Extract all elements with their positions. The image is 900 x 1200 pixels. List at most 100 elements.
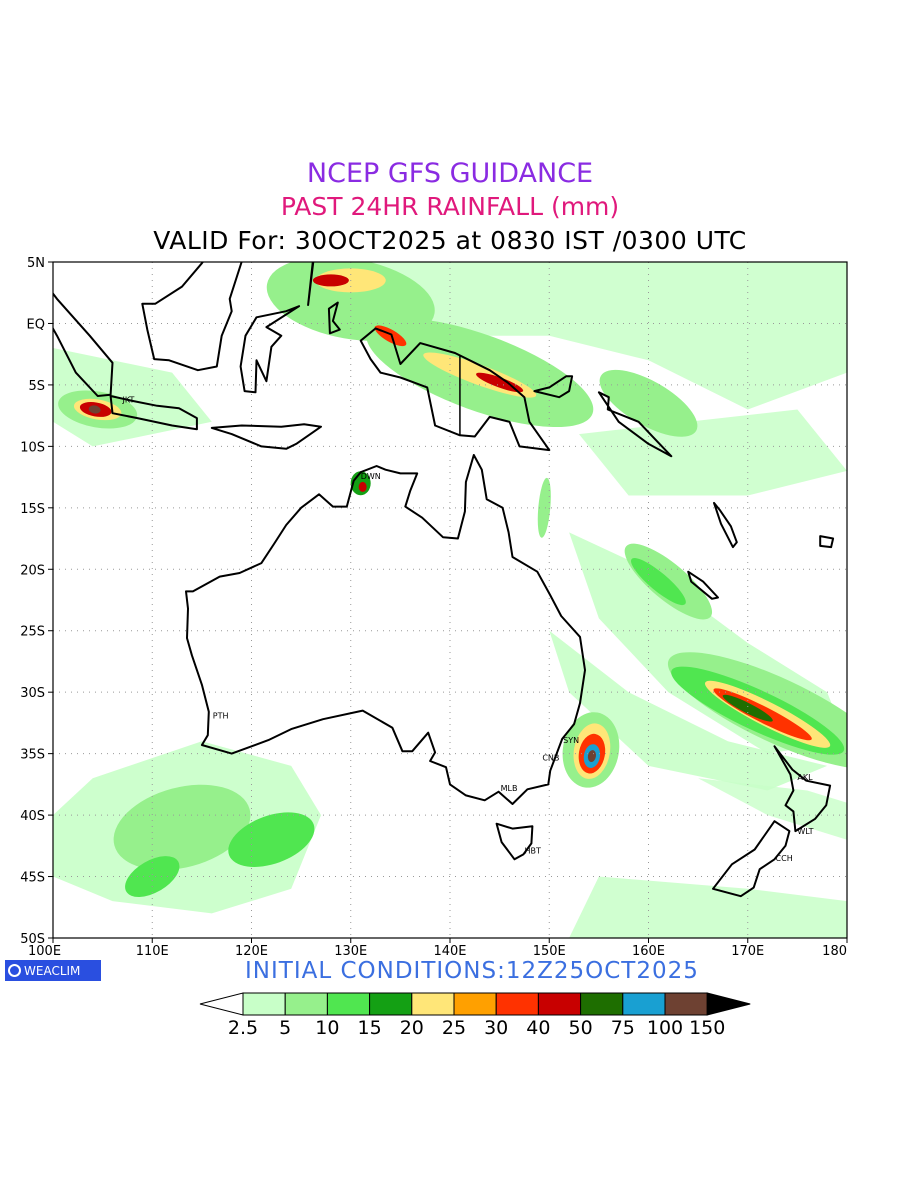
- new-caledonia-coast: [687, 570, 719, 600]
- rain-area-south-tasman: [569, 876, 847, 938]
- rain-halmahera-40: [312, 274, 349, 287]
- lat-tick-label: 15S: [20, 502, 45, 517]
- colorbar-label: 150: [689, 1017, 725, 1039]
- lat-tick-label: 25S: [20, 625, 45, 640]
- station-label-syn: SYN: [563, 736, 579, 745]
- colorbar-box: [284, 992, 328, 1016]
- lat-tick-label: 20S: [20, 563, 45, 578]
- rain-java-100: [88, 405, 101, 414]
- lat-tick-label: 45S: [20, 871, 45, 886]
- colorbar-box: [242, 992, 286, 1016]
- station-label-hbt: HBT: [524, 847, 541, 856]
- rain-southern-ocean-10b: [125, 856, 180, 897]
- rain-southern-ocean-5: [113, 784, 251, 871]
- colorbar-label: 10: [315, 1017, 339, 1039]
- sulawesi-coast: [239, 305, 301, 394]
- station-markers: JKT DWN PTH SYN CNB MLB HBT AKL WLT CCH: [121, 396, 813, 863]
- colorbar-label: 40: [526, 1017, 550, 1039]
- lat-tick-label: 30S: [20, 686, 45, 701]
- lon-tick-label: 120E: [235, 944, 268, 959]
- solomon-islands-coast: [597, 391, 673, 458]
- station-label-pth: PTH: [213, 712, 229, 721]
- lat-tick-label: 35S: [20, 748, 45, 763]
- station-label-cch: CCH: [776, 854, 793, 863]
- lesser-sunda-coast: [210, 423, 322, 450]
- rain-png-40: [476, 372, 524, 393]
- colorbar-box: [369, 992, 413, 1016]
- station-label-cnb: CNB: [542, 753, 559, 762]
- chart-title: NCEP GFS GUIDANCE: [306, 158, 594, 189]
- lat-tick-label: 5S: [28, 379, 45, 394]
- lon-tick-label: 170E: [731, 944, 764, 959]
- weaclim-ring-icon: [8, 964, 21, 977]
- lat-tick-label: EQ: [27, 317, 45, 332]
- colorbar-box: [326, 992, 371, 1016]
- logo-text: WEACLIM: [24, 963, 81, 978]
- lon-tick-label: 130E: [334, 944, 367, 959]
- station-label-wlt: WLT: [797, 827, 813, 836]
- colorbar-box: [537, 992, 582, 1016]
- colorbar-box: [411, 992, 455, 1016]
- valid-time: VALID For: 30OCT2025 at 0830 IST /0300 U…: [153, 226, 747, 255]
- colorbar-label: 30: [484, 1017, 508, 1039]
- lat-tick-label: 5N: [27, 256, 45, 271]
- lat-tick-label: 40S: [20, 809, 45, 824]
- nz-north-island-coast: [773, 745, 832, 833]
- colorbar-box: [580, 992, 624, 1016]
- lon-tick-label: 140E: [433, 944, 466, 959]
- nz-south-island-coast: [712, 820, 791, 898]
- rain-qld-coast-5: [537, 477, 551, 538]
- station-label-mlb: MLB: [501, 784, 518, 793]
- vanuatu-coast: [713, 501, 738, 549]
- colorbar-label: 2.5: [228, 1017, 258, 1039]
- fiji-coast: [819, 535, 835, 549]
- borneo-coast: [141, 262, 243, 372]
- lat-tick-label: 10S: [20, 440, 45, 455]
- rain-area-nz-north: [698, 778, 847, 840]
- colorbar-label: 15: [358, 1017, 382, 1039]
- colorbar-box: [664, 992, 708, 1016]
- chart-subtitle: PAST 24HR RAINFALL (mm): [280, 192, 620, 221]
- rain-topend-40: [358, 481, 367, 492]
- new-guinea-coast: [359, 327, 551, 452]
- rain-coral-10: [630, 558, 686, 606]
- lon-tick-label: 100E: [28, 944, 61, 959]
- halmahera-coast: [327, 301, 341, 335]
- colorbar-lower-arrow: [199, 992, 244, 1016]
- rain-nsw-100: [587, 750, 597, 763]
- rain-solomon-5: [599, 369, 698, 437]
- lon-tick-label: 150E: [533, 944, 566, 959]
- lon-tick-label: 160E: [632, 944, 665, 959]
- station-label-akl: AKL: [797, 773, 813, 782]
- colorbar-upper-arrow: [706, 992, 751, 1016]
- weaclim-logo: WEACLIM: [5, 960, 101, 981]
- rain-southern-ocean-10: [228, 812, 315, 867]
- lon-tick-label: 180: [822, 944, 847, 959]
- lat-tick-label: 50S: [20, 932, 45, 947]
- tasmania-coast: [495, 822, 534, 861]
- colorbar-box: [453, 992, 497, 1016]
- colorbar-label: 100: [647, 1017, 683, 1039]
- australia-coast: [185, 454, 586, 805]
- coastlines: [53, 262, 835, 898]
- lon-tick-label: 110E: [136, 944, 169, 959]
- station-label-jkt: JKT: [121, 396, 134, 405]
- sumatra-coast: [53, 292, 114, 397]
- initial-conditions: INITIAL CONDITIONS:12Z25OCT2025: [245, 958, 699, 984]
- colorbar-label: 50: [569, 1017, 593, 1039]
- colorbar-label: 20: [400, 1017, 424, 1039]
- java-coast: [109, 395, 198, 431]
- colorbar-box: [495, 992, 539, 1016]
- lat-lon-grid: [53, 262, 847, 938]
- colorbar-label: 25: [442, 1017, 466, 1039]
- rain-tasman-50: [722, 694, 773, 722]
- rain-area-tasman: [549, 630, 828, 791]
- station-label-dwn: DWN: [361, 472, 381, 481]
- colorbar-box: [622, 992, 666, 1016]
- colorbar-label: 5: [279, 1017, 291, 1039]
- new-britain-coast: [533, 375, 574, 399]
- colorbar-label: 75: [611, 1017, 635, 1039]
